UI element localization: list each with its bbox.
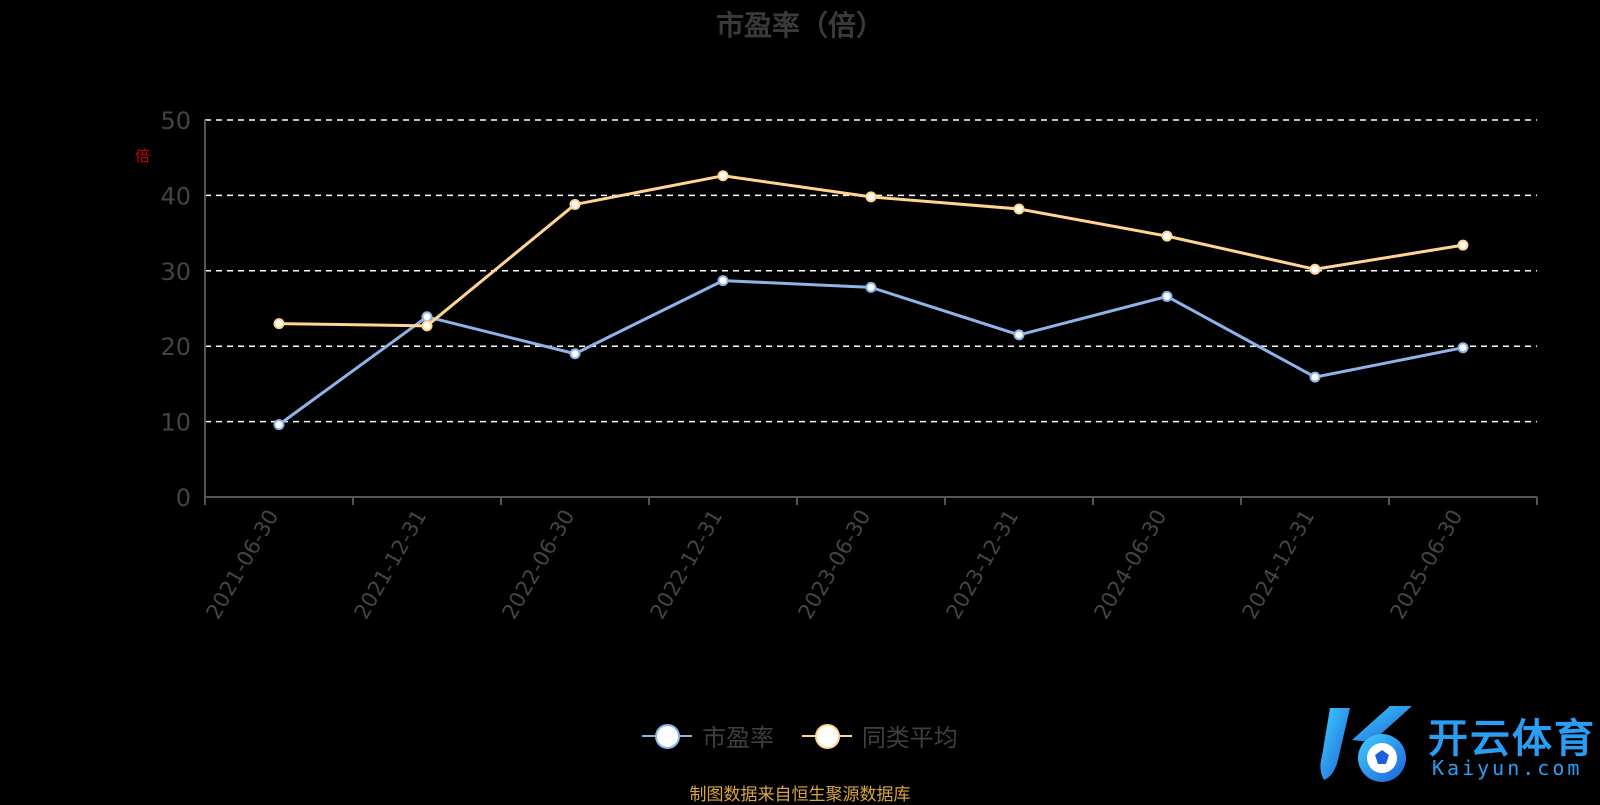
chart-title: 市盈率（倍）: [715, 9, 884, 42]
data-point-series-0: [1161, 290, 1173, 302]
x-tick-label: 2021-12-31: [350, 506, 432, 624]
data-point-series-1: [1161, 230, 1173, 242]
data-point-series-1: [1457, 239, 1469, 251]
logo-brand-en: Kaiyun.com: [1432, 756, 1583, 780]
y-tick-label: 40: [160, 182, 191, 210]
legend-label-pe: 市盈率: [702, 724, 775, 752]
data-point-series-0: [717, 275, 729, 287]
x-tick-label: 2023-06-30: [794, 506, 876, 624]
data-point-series-1: [421, 320, 433, 332]
data-point-series-0: [273, 419, 285, 431]
y-tick-label: 30: [160, 258, 191, 286]
data-point-series-0: [1457, 342, 1469, 354]
x-tick-label: 2025-06-30: [1386, 506, 1468, 624]
x-tick-label: 2024-06-30: [1090, 506, 1172, 624]
x-tick-label: 2022-06-30: [498, 506, 580, 624]
legend-item-peer-average[interactable]: 同类平均: [801, 718, 958, 753]
legend-swatch-pe: [642, 723, 693, 749]
data-point-series-0: [421, 311, 433, 323]
y-tick-label: 0: [176, 484, 191, 512]
x-tick-label: 2024-12-31: [1238, 506, 1320, 624]
watermark-logo: 开云体育 Kaiyun.com: [1316, 700, 1596, 790]
legend-swatch-peer-average: [801, 723, 852, 749]
x-tick-label: 2022-12-31: [646, 506, 728, 624]
y-tick-label: 10: [160, 409, 191, 437]
data-point-series-1: [1309, 263, 1321, 275]
y-tick-label: 50: [160, 107, 191, 135]
kaiyun-logo-icon: [1320, 706, 1412, 782]
y-tick-label: 20: [160, 333, 191, 361]
data-point-series-0: [569, 348, 581, 360]
legend-item-pe[interactable]: 市盈率: [642, 718, 774, 753]
data-point-series-0: [1013, 329, 1025, 341]
x-tick-label: 2021-06-30: [202, 506, 284, 624]
data-point-series-1: [865, 191, 877, 203]
logo-brand-cn: 开云体育: [1428, 716, 1596, 762]
data-point-series-1: [1013, 203, 1025, 215]
data-point-series-0: [865, 281, 877, 293]
data-point-series-1: [717, 170, 729, 182]
legend-label-peer-average: 同类平均: [861, 724, 958, 752]
chart-legend: 市盈率 同类平均: [0, 718, 1600, 755]
y-axis-unit-label: 倍: [133, 148, 151, 163]
data-point-series-1: [273, 318, 285, 330]
data-point-series-0: [1309, 371, 1321, 383]
data-point-series-1: [569, 198, 581, 210]
x-tick-label: 2023-12-31: [942, 506, 1024, 624]
